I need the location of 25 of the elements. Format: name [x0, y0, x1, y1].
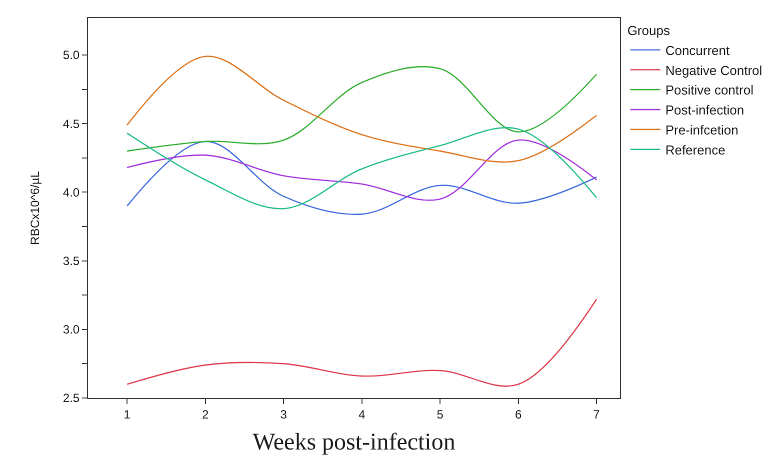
y-tick-label: 3.5 [62, 254, 80, 268]
x-tick-label: 2 [202, 407, 210, 422]
line-series [126, 140, 598, 215]
y-tick-label: 4.5 [62, 116, 80, 131]
x-axis-title: Weeks post-infection [252, 430, 456, 456]
x-tick-label: 5 [436, 407, 444, 422]
line-series [126, 139, 598, 201]
legend-label: Reference [665, 142, 726, 158]
line-series [126, 127, 598, 210]
legend-label: Concurrent [665, 42, 730, 58]
legend-label: Pre-infcetion [665, 122, 738, 138]
x-tick-label: 3 [280, 407, 288, 422]
y-tick-label: 2.5 [62, 391, 80, 406]
x-tick-label: 7 [593, 407, 600, 422]
legend-label: Positive control [665, 82, 754, 98]
x-tick-label: 4 [358, 407, 366, 422]
y-axis-title: RBCx10^6/µL [28, 170, 42, 245]
y-tick-label: 5.0 [62, 48, 80, 62]
legend-title: Groups [627, 22, 670, 38]
x-tick-label: 6 [514, 407, 522, 422]
y-tick-label: 4.0 [62, 185, 80, 200]
legend-label: Negative Control [665, 62, 762, 78]
legend-label: Post-infection [665, 102, 744, 118]
y-tick-label: 3.0 [62, 322, 80, 337]
x-tick-label: 1 [124, 407, 131, 422]
